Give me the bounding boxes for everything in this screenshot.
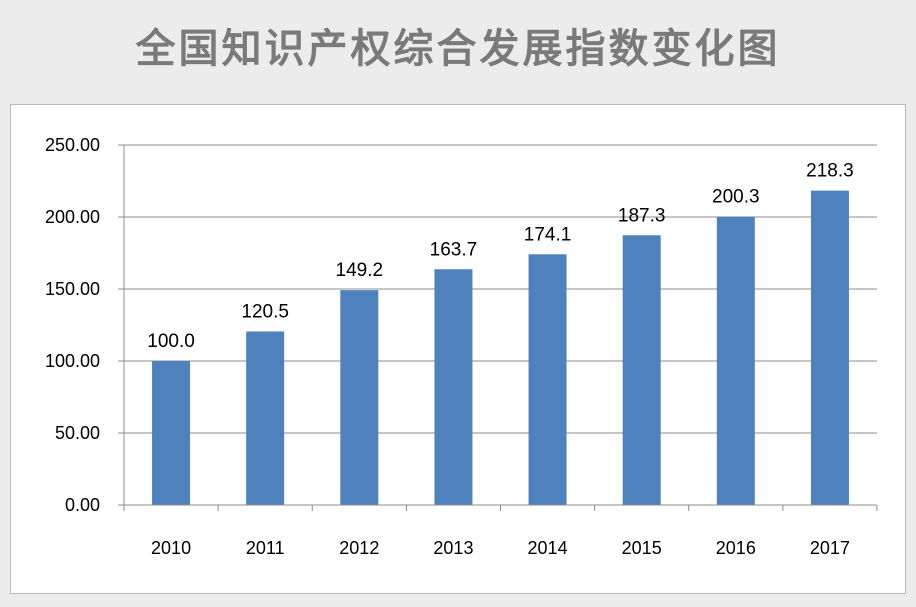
bar-2012: [340, 290, 379, 505]
x-tick-label: 2013: [433, 538, 473, 558]
y-tick-label: 150.00: [45, 279, 100, 299]
y-tick-label: 200.00: [45, 207, 100, 227]
x-tick-label: 2016: [716, 538, 756, 558]
x-tick-label: 2012: [339, 538, 379, 558]
data-label: 187.3: [618, 205, 666, 226]
x-tick-label: 2017: [810, 538, 850, 558]
data-label: 120.5: [241, 301, 289, 322]
x-tick-label: 2010: [151, 538, 191, 558]
y-tick-label: 250.00: [45, 135, 100, 155]
chart-title: 全国知识产权综合发展指数变化图: [135, 26, 781, 72]
data-label: 218.3: [806, 161, 854, 182]
labels: 0.00 50.00 100.00 150.00 200.00 250.00 100.0 20…: [45, 135, 854, 558]
data-label: 100.0: [147, 331, 195, 352]
y-tick-label: 0.00: [65, 495, 100, 515]
data-label: 149.2: [336, 260, 384, 281]
bar-2014: [528, 254, 567, 505]
bar-2013: [434, 269, 473, 505]
chart-panel: 0.00 50.00 100.00 150.00 200.00 250.00 100.0 20…: [10, 104, 906, 594]
bar-2011: [246, 331, 285, 505]
x-tick-label: 2015: [622, 538, 662, 558]
bar-2010: [152, 361, 191, 505]
data-label: 163.7: [430, 239, 478, 260]
data-label: 200.3: [712, 187, 760, 208]
x-tick-label: 2014: [528, 538, 568, 558]
bar-2015: [622, 235, 661, 505]
data-label: 174.1: [524, 224, 572, 245]
bars: [152, 190, 849, 505]
x-tick-label: 2011: [246, 538, 285, 558]
bar-2016: [716, 216, 755, 505]
y-tick-label: 100.00: [45, 351, 100, 371]
y-tick-label: 50.00: [55, 423, 100, 443]
bar-2017: [810, 190, 849, 505]
axes: [118, 144, 878, 511]
bar-chart: 0.00 50.00 100.00 150.00 200.00 250.00 100.0 20…: [45, 135, 878, 558]
gridlines: [124, 144, 877, 434]
